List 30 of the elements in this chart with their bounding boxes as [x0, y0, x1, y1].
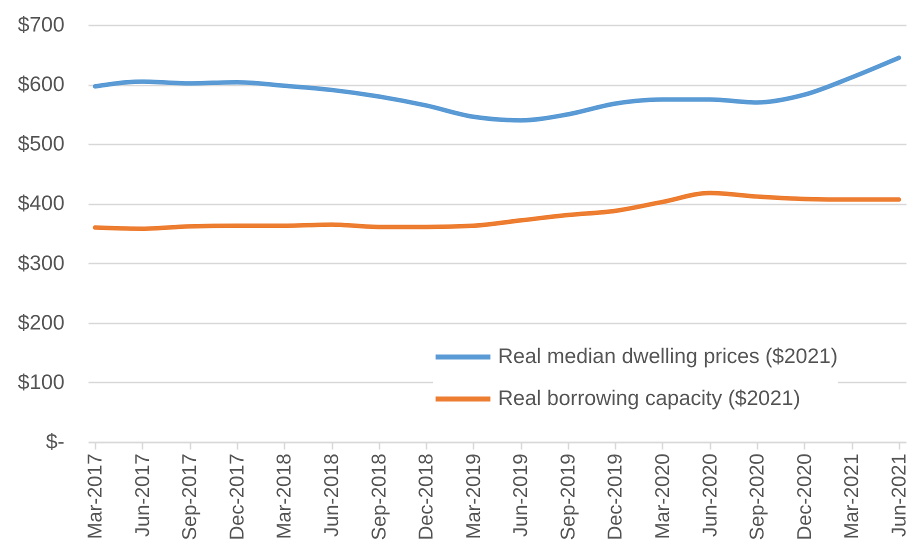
- x-tick-label: Jun-2021: [888, 454, 910, 537]
- y-tick-label: $100: [18, 370, 64, 394]
- x-tick-label: Mar-2021: [841, 454, 864, 540]
- x-tick-label: Jun-2019: [510, 454, 532, 537]
- x-tick-label: Sep-2017: [179, 454, 202, 540]
- y-tick-label: $600: [18, 73, 64, 96]
- x-tick-label: Mar-2020: [652, 454, 674, 540]
- x-tick-label: Sep-2020: [746, 454, 769, 540]
- line-series: [92, 190, 902, 231]
- y-tick-label: $200: [18, 311, 64, 334]
- y-tick-label: $500: [18, 132, 64, 156]
- legend-label: Real median dwelling prices ($2021): [498, 345, 838, 368]
- x-tick-label: Sep-2019: [557, 454, 580, 540]
- y-tick-label: $700: [18, 14, 64, 36]
- x-tick-label: Dec-2018: [416, 454, 438, 540]
- x-tick-label: Dec-2017: [226, 454, 248, 540]
- line-series: [92, 56, 902, 123]
- x-tick-label: Sep-2018: [368, 454, 390, 540]
- x-tick-label: Dec-2020: [794, 454, 816, 540]
- y-tick-label: $300: [18, 252, 64, 275]
- x-tick-label: Dec-2019: [604, 454, 627, 540]
- legend-label: Real borrowing capacity ($2021): [498, 387, 800, 410]
- x-tick-label: Mar-2017: [84, 454, 107, 540]
- x-tick-label: Jun-2017: [132, 454, 154, 537]
- x-tick-label: Jun-2020: [699, 454, 722, 537]
- x-tick-label: Mar-2019: [462, 454, 485, 540]
- y-tick-label: $400: [18, 192, 64, 216]
- y-tick-label: $-: [46, 430, 64, 454]
- x-tick-label: Jun-2018: [321, 454, 344, 537]
- x-tick-label: Mar-2018: [274, 454, 296, 540]
